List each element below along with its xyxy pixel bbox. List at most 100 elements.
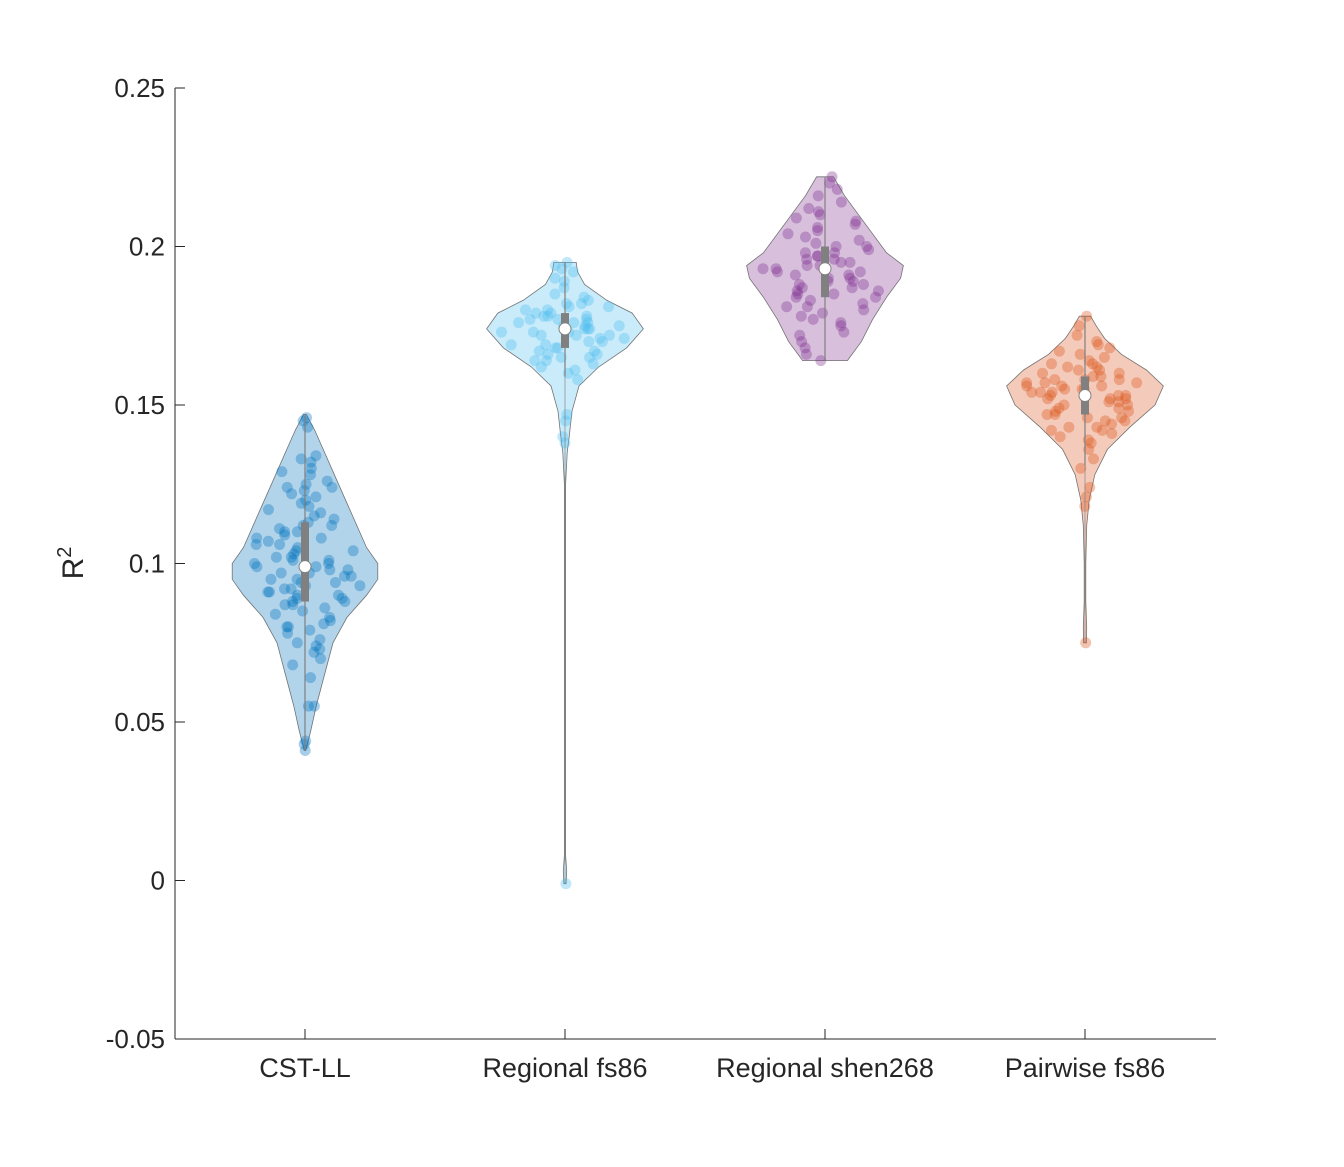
data-point — [814, 209, 826, 221]
data-point — [1056, 380, 1068, 392]
data-point — [530, 307, 542, 319]
data-point — [1037, 367, 1048, 379]
data-point — [291, 592, 303, 604]
data-point — [285, 583, 297, 595]
data-point — [846, 282, 858, 294]
data-point — [1095, 371, 1107, 382]
data-point — [542, 310, 554, 322]
data-point — [854, 266, 866, 278]
data-point — [1054, 431, 1066, 443]
data-point — [1071, 329, 1083, 341]
data-point — [1099, 415, 1111, 427]
data-point — [838, 326, 850, 338]
data-point — [579, 320, 591, 332]
data-point — [1104, 393, 1116, 405]
data-point — [1074, 348, 1086, 360]
data-point — [796, 336, 808, 348]
data-point — [1080, 491, 1092, 503]
data-point — [817, 307, 828, 319]
data-point — [582, 323, 594, 335]
data-point — [300, 494, 312, 506]
data-point — [520, 304, 531, 316]
data-point — [861, 241, 873, 252]
data-point — [1035, 386, 1047, 398]
data-point — [872, 285, 884, 297]
data-point — [1096, 380, 1108, 392]
data-point — [1058, 399, 1070, 411]
data-point — [297, 415, 309, 427]
data-point — [1046, 386, 1058, 398]
data-point — [828, 253, 840, 265]
data-point — [1106, 418, 1117, 430]
data-point — [1073, 320, 1085, 332]
x-tick-label: Regional fs86 — [482, 1053, 647, 1083]
data-point — [529, 355, 541, 367]
data-point — [333, 589, 344, 601]
data-point — [300, 735, 312, 747]
data-point — [581, 313, 592, 325]
data-point — [319, 602, 331, 614]
data-point — [286, 488, 298, 500]
data-point — [535, 329, 547, 341]
data-point — [1123, 405, 1135, 417]
data-point — [561, 298, 572, 310]
data-point — [279, 526, 291, 538]
data-point — [849, 218, 861, 230]
data-point — [310, 561, 322, 573]
y-axis-label: R2 — [54, 547, 90, 580]
data-point — [560, 415, 572, 427]
data-point — [826, 171, 838, 183]
data-point — [557, 431, 569, 443]
data-point — [815, 355, 827, 367]
data-point — [290, 545, 302, 557]
data-point — [1050, 405, 1062, 417]
data-point — [581, 310, 593, 322]
data-point — [329, 577, 341, 588]
data-point — [339, 570, 350, 582]
data-point — [800, 348, 812, 360]
data-point — [1098, 351, 1110, 363]
data-point — [572, 374, 584, 386]
data-point — [345, 570, 357, 582]
data-point — [858, 279, 869, 290]
data-point — [853, 234, 865, 246]
data-point — [835, 256, 847, 268]
data-point — [596, 336, 608, 348]
data-point — [279, 599, 291, 611]
data-point — [1113, 374, 1125, 386]
data-point — [292, 589, 303, 601]
x-tick-label: CST-LL — [259, 1053, 351, 1083]
data-point — [1083, 355, 1095, 367]
data-point — [568, 317, 580, 329]
median-marker — [818, 262, 832, 276]
data-point — [803, 203, 815, 214]
data-point — [263, 504, 274, 516]
data-point — [310, 640, 322, 652]
data-point — [560, 878, 572, 890]
data-point — [1113, 396, 1124, 408]
data-point — [835, 320, 847, 332]
data-point — [791, 285, 803, 297]
data-point — [613, 320, 625, 332]
data-point — [336, 592, 348, 604]
data-point — [1091, 336, 1103, 348]
data-point — [795, 310, 807, 322]
data-point — [799, 342, 811, 354]
data-point — [771, 266, 783, 278]
violin-regional-fs86 — [486, 256, 644, 890]
data-point — [324, 564, 336, 576]
data-point — [274, 523, 285, 535]
data-point — [584, 351, 596, 363]
data-point — [305, 462, 317, 474]
x-tick-label: Regional shen268 — [716, 1053, 934, 1083]
data-point — [1072, 364, 1084, 376]
data-point — [300, 478, 312, 490]
data-point — [1106, 428, 1118, 439]
data-point — [505, 339, 517, 351]
data-point — [1021, 380, 1033, 392]
data-point — [1083, 443, 1095, 455]
data-point — [326, 520, 338, 531]
data-point — [843, 269, 855, 281]
data-point — [782, 228, 794, 240]
data-point — [527, 326, 539, 338]
